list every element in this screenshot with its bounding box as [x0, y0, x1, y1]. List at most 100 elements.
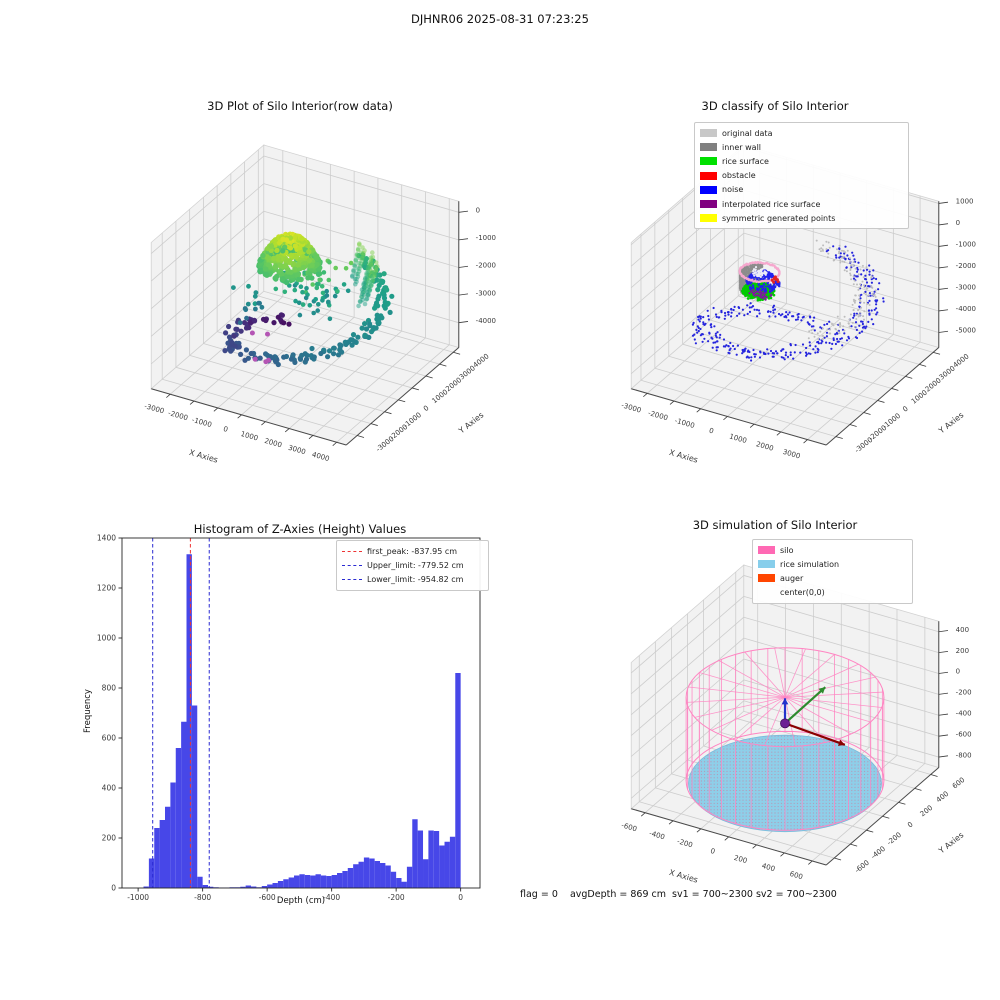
svg-text:0: 0 — [901, 405, 909, 414]
svg-text:400: 400 — [935, 790, 950, 805]
legend-item-label: original data — [722, 128, 773, 138]
svg-text:-1000: -1000 — [674, 417, 696, 430]
svg-text:400: 400 — [956, 626, 969, 634]
svg-text:0: 0 — [476, 207, 480, 215]
svg-text:4000: 4000 — [472, 352, 491, 369]
legend-swatch — [758, 560, 775, 569]
svg-text:-3000: -3000 — [956, 284, 976, 292]
svg-text:-3000: -3000 — [620, 401, 642, 414]
legend-swatch — [700, 214, 717, 223]
legend-item-label: noise — [722, 185, 744, 195]
legend-swatch — [700, 200, 717, 209]
svg-text:-400: -400 — [323, 893, 340, 902]
legend-item: rice surface — [700, 154, 902, 168]
histogram-legend: first_peak: -837.95 cm Upper_limit: -779.… — [336, 540, 489, 591]
svg-text:1000: 1000 — [240, 430, 259, 443]
svg-text:-5000: -5000 — [956, 327, 976, 335]
legend-item-label: auger — [780, 573, 804, 583]
svg-text:-600: -600 — [853, 859, 870, 875]
svg-text:X Axies: X Axies — [668, 868, 699, 885]
svg-text:3000: 3000 — [782, 448, 801, 461]
legend-item: obstacle — [700, 169, 902, 183]
svg-text:4000: 4000 — [311, 451, 330, 464]
svg-text:0: 0 — [422, 404, 430, 413]
svg-text:X Axies: X Axies — [668, 448, 699, 465]
auger-axes-marker — [780, 686, 846, 746]
svg-text:Y Axies: Y Axies — [456, 410, 485, 436]
svg-text:1200: 1200 — [97, 584, 116, 593]
legend-item: auger — [758, 571, 906, 585]
sim-3d-plot-canvas: -600-400-2000200400600-600-400-200020040… — [620, 564, 972, 885]
axes3d: -3000-2000-100001000200030004000-3000-20… — [143, 144, 496, 465]
svg-text:-4000: -4000 — [956, 305, 976, 313]
legend-swatch — [700, 171, 717, 180]
legend-item: first_peak: -837.95 cm — [342, 544, 482, 558]
svg-text:400: 400 — [761, 862, 776, 873]
svg-text:-200: -200 — [676, 837, 693, 849]
svg-text:0: 0 — [956, 219, 960, 227]
svg-text:1000: 1000 — [956, 198, 974, 206]
svg-text:0: 0 — [458, 893, 463, 902]
legend-item: silo — [758, 543, 906, 557]
legend-swatch — [700, 185, 717, 194]
legend-item: noise — [700, 183, 902, 197]
svg-text:3000: 3000 — [287, 444, 306, 457]
legend-item-label: inner wall — [722, 142, 762, 152]
svg-text:2000: 2000 — [263, 437, 282, 450]
svg-text:-1000: -1000 — [191, 416, 213, 429]
scatter-points — [222, 231, 395, 368]
svg-text:200: 200 — [102, 834, 117, 843]
svg-text:-2000: -2000 — [956, 262, 976, 270]
svg-text:0: 0 — [111, 884, 116, 893]
legend-item-label: interpolated rice surface — [722, 199, 821, 209]
svg-text:1000: 1000 — [728, 432, 747, 445]
legend-swatch — [342, 564, 362, 566]
histogram-bars — [143, 538, 461, 888]
classify-plot-title: 3D classify of Silo Interior — [701, 99, 849, 113]
svg-text:600: 600 — [102, 734, 117, 743]
scatter-points — [691, 239, 885, 362]
footer-annotation: flag = 0 avgDepth = 869 cm sv1 = 700~230… — [520, 889, 837, 900]
svg-text:-400: -400 — [648, 829, 665, 841]
svg-text:0: 0 — [708, 427, 715, 436]
hist-ylabel: Frequency — [83, 689, 93, 733]
svg-text:-200: -200 — [388, 893, 405, 902]
svg-text:4000: 4000 — [952, 352, 971, 369]
svg-text:-2000: -2000 — [476, 262, 496, 270]
svg-text:-800: -800 — [194, 893, 211, 902]
raw-3d-plot-canvas: -3000-2000-100001000200030004000-3000-20… — [143, 144, 496, 465]
svg-text:600: 600 — [789, 870, 804, 881]
svg-text:800: 800 — [102, 684, 117, 693]
auger-center-marker — [780, 718, 790, 729]
svg-text:-3000: -3000 — [476, 289, 496, 297]
svg-text:400: 400 — [102, 784, 117, 793]
histogram-canvas: -1000 -800 -600 -400 -200 0 0 200 400 600 800 1000 1… — [97, 534, 481, 902]
legend-item: rice simulation — [758, 557, 906, 571]
legend-swatch — [342, 550, 362, 552]
axes3d: -600-400-2000200400600-600-400-200020040… — [620, 564, 972, 885]
svg-text:-600: -600 — [956, 730, 972, 738]
svg-text:Y Axies: Y Axies — [936, 830, 965, 856]
legend-item-label: Upper_limit: -779.52 cm — [367, 560, 464, 570]
svg-text:-1000: -1000 — [956, 241, 976, 249]
svg-text:2000: 2000 — [755, 440, 774, 453]
legend-item-label: symmetric generated points — [722, 213, 836, 223]
svg-text:-200: -200 — [956, 689, 972, 697]
svg-text:600: 600 — [951, 776, 966, 791]
svg-text:-4000: -4000 — [476, 317, 496, 325]
svg-text:-3000: -3000 — [143, 402, 165, 415]
legend-swatch — [700, 157, 717, 166]
svg-text:-400: -400 — [870, 845, 887, 861]
svg-text:0: 0 — [956, 668, 960, 676]
legend-swatch — [758, 574, 775, 583]
legend-swatch — [758, 546, 775, 555]
raw-plot-title: 3D Plot of Silo Interior(row data) — [207, 99, 393, 113]
sim-plot-title: 3D simulation of Silo Interior — [692, 518, 858, 532]
svg-text:-1000: -1000 — [476, 234, 496, 242]
classify-legend: original data inner wall rice surface obsta… — [694, 122, 909, 230]
svg-text:0: 0 — [222, 425, 229, 434]
legend-item-label: rice surface — [722, 156, 769, 166]
legend-item: Lower_limit: -954.82 cm — [342, 572, 482, 586]
legend-item-label: first_peak: -837.95 cm — [367, 546, 458, 556]
